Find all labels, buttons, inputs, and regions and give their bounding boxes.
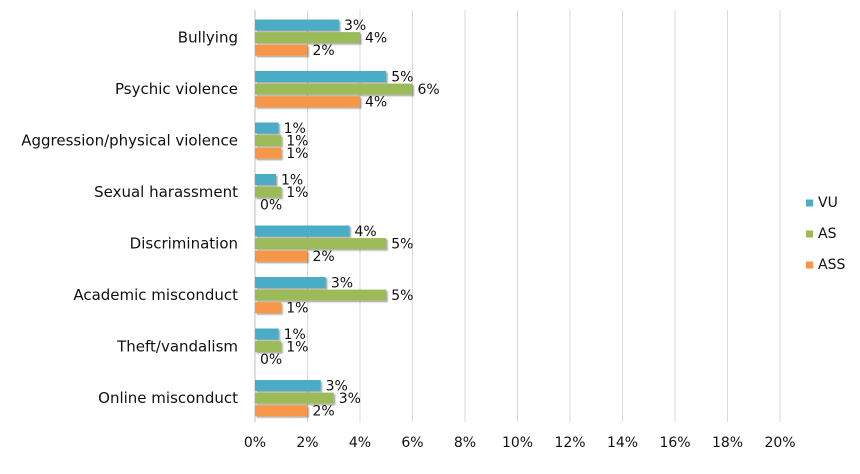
- bar-vu: [255, 122, 279, 134]
- data-label: 1%: [286, 340, 308, 356]
- category-label: Theft/vandalism: [116, 338, 238, 356]
- bar-ass: [255, 302, 282, 314]
- x-tick-label: 0%: [244, 435, 266, 451]
- category-label: Online misconduct: [98, 389, 238, 407]
- category-label: Psychic violence: [115, 80, 238, 98]
- bar-vu: [255, 380, 321, 391]
- category-label: Bullying: [178, 29, 238, 47]
- x-tick-label: 18%: [712, 435, 743, 451]
- data-label: 6%: [418, 82, 440, 98]
- data-label: 4%: [365, 95, 387, 111]
- data-label: 1%: [281, 173, 303, 189]
- value-axis: 0% 2% 4% 6% 8% 10% 12% 14% 16% 18% 20%: [244, 435, 796, 451]
- data-label: 1%: [284, 327, 306, 343]
- legend: VU AS ASS: [806, 195, 845, 273]
- data-label: 3%: [339, 391, 361, 407]
- category-label: Aggression/physical violence: [21, 132, 238, 150]
- data-label: 1%: [286, 185, 308, 201]
- data-labels: 3%4%2%5%6%4%1%1%1%1%1%0%4%5%2%3%5%1%1%1%…: [260, 18, 440, 420]
- data-label: 5%: [391, 70, 413, 86]
- bar-vu: [255, 225, 350, 237]
- data-label: 1%: [284, 121, 306, 137]
- bar-ass: [255, 96, 360, 108]
- bar-as: [255, 135, 282, 147]
- data-label: 3%: [326, 379, 348, 395]
- data-label: 2%: [313, 249, 335, 265]
- data-label: 5%: [391, 237, 413, 253]
- data-label: 5%: [391, 288, 413, 304]
- bar-ass: [255, 44, 308, 56]
- bar-as: [255, 238, 387, 250]
- x-tick-label: 2%: [296, 435, 318, 451]
- data-label: 0%: [260, 352, 282, 368]
- legend-label-ass: ASS: [818, 257, 845, 273]
- bar-ass: [255, 250, 308, 262]
- bars: [255, 19, 413, 417]
- x-tick-label: 16%: [659, 435, 690, 451]
- legend-label-as: AS: [818, 226, 837, 242]
- category-label: Sexual harassment: [94, 183, 238, 201]
- data-label: 4%: [355, 224, 377, 240]
- x-tick-label: 20%: [764, 435, 795, 451]
- bar-as: [255, 341, 282, 353]
- category-axis: Bullying Psychic violence Aggression/physi…: [21, 29, 238, 408]
- bar-ass: [255, 405, 308, 417]
- x-tick-label: 8%: [454, 435, 476, 451]
- bar-as: [255, 392, 334, 404]
- bar-vu: [255, 328, 279, 340]
- data-label: 1%: [286, 146, 308, 162]
- legend-swatch-as: [806, 230, 813, 238]
- bar-as: [255, 186, 282, 198]
- bar-vu: [255, 174, 276, 185]
- data-label: 1%: [286, 301, 308, 317]
- data-label: 1%: [286, 134, 308, 150]
- legend-swatch-ass: [806, 261, 813, 269]
- data-label: 3%: [331, 276, 353, 292]
- data-label: 2%: [313, 43, 335, 59]
- x-tick-label: 4%: [349, 435, 371, 451]
- bar-as: [255, 289, 387, 301]
- data-label: 2%: [313, 404, 335, 420]
- data-label: 0%: [260, 198, 282, 214]
- category-label: Academic misconduct: [73, 286, 238, 304]
- bar-as: [255, 83, 413, 95]
- x-tick-label: 14%: [607, 435, 638, 451]
- data-label: 4%: [365, 31, 387, 47]
- legend-label-vu: VU: [818, 195, 838, 211]
- bar-as: [255, 32, 360, 44]
- legend-swatch-vu: [806, 199, 813, 207]
- data-label: 3%: [344, 18, 366, 34]
- category-label: Discrimination: [130, 235, 238, 253]
- x-tick-label: 10%: [502, 435, 533, 451]
- x-tick-label: 12%: [554, 435, 585, 451]
- bar-vu: [255, 277, 326, 288]
- x-tick-label: 6%: [401, 435, 423, 451]
- bar-vu: [255, 71, 387, 82]
- bar-ass: [255, 147, 282, 159]
- bar-vu: [255, 19, 339, 31]
